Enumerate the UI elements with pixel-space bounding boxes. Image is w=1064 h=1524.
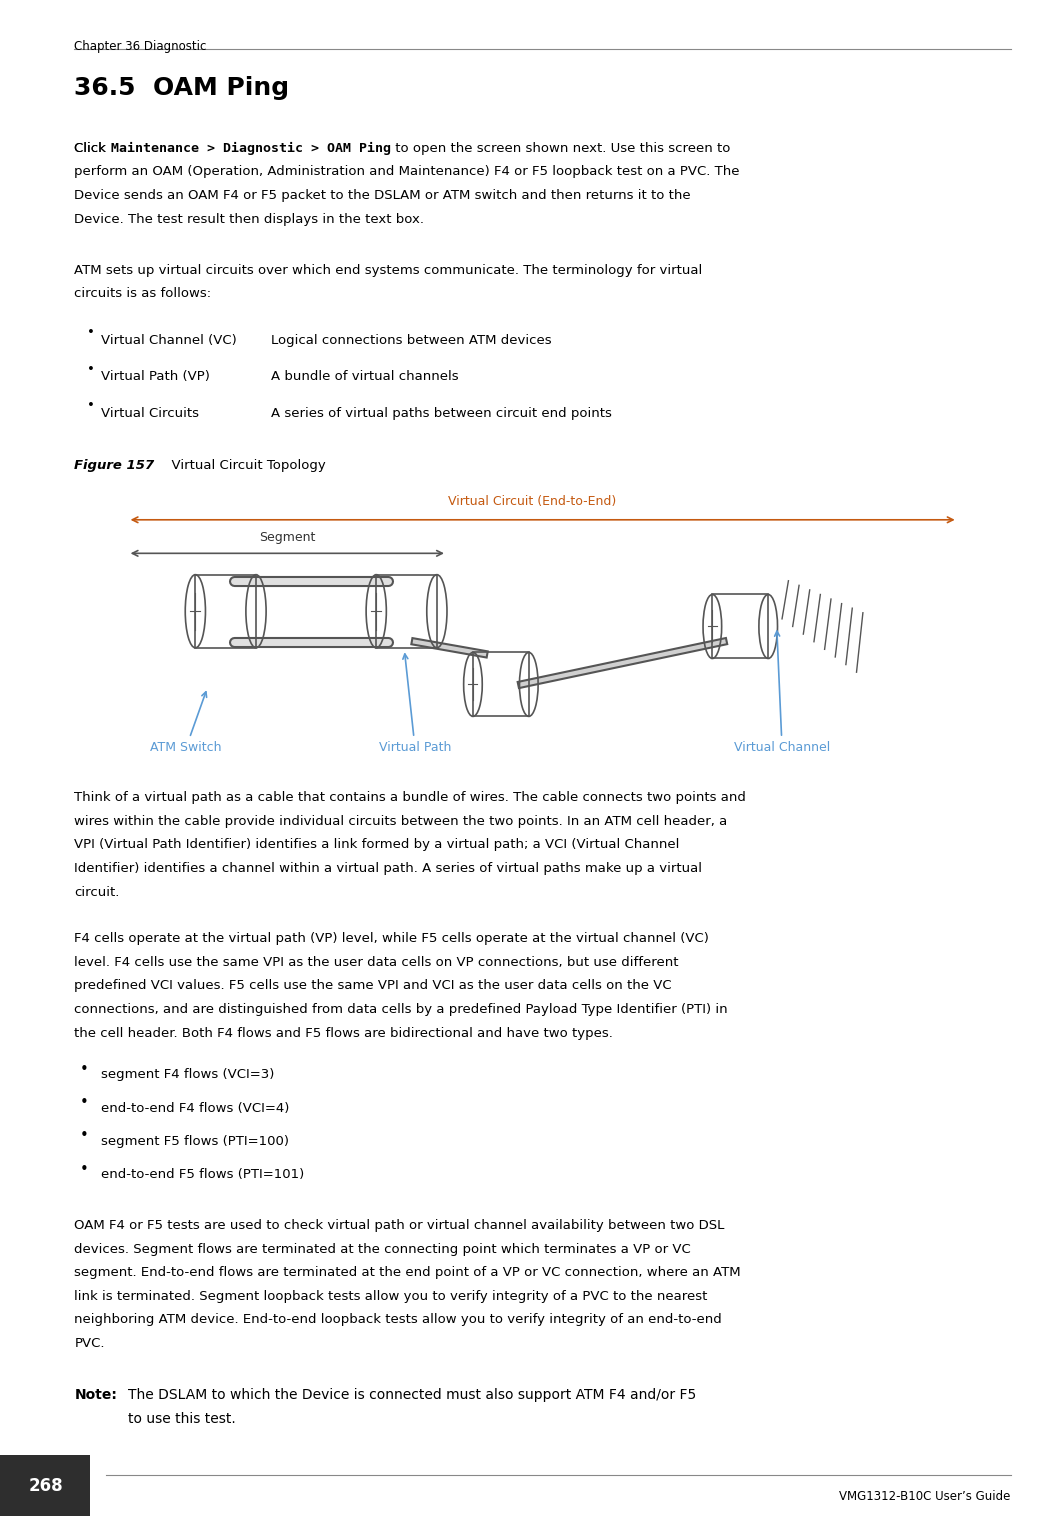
Text: segment. End-to-end flows are terminated at the end point of a VP or VC connecti: segment. End-to-end flows are terminated… [74, 1266, 742, 1279]
Text: Think of a virtual path as a cable that contains a bundle of wires. The cable co: Think of a virtual path as a cable that … [74, 791, 746, 805]
Text: F4 cells operate at the virtual path (VP) level, while F5 cells operate at the v: F4 cells operate at the virtual path (VP… [74, 933, 710, 945]
Text: Click: Click [74, 142, 111, 155]
Text: segment F5 flows (PTI=100): segment F5 flows (PTI=100) [101, 1134, 289, 1148]
Text: segment F4 flows (VCI=3): segment F4 flows (VCI=3) [101, 1068, 275, 1082]
Text: PVC.: PVC. [74, 1337, 105, 1350]
Text: Maintenance > Diagnostic > OAM Ping: Maintenance > Diagnostic > OAM Ping [111, 142, 390, 155]
Text: perform an OAM (Operation, Administration and Maintenance) F4 or F5 loopback tes: perform an OAM (Operation, Administratio… [74, 166, 739, 178]
Text: devices. Segment flows are terminated at the connecting point which terminates a: devices. Segment flows are terminated at… [74, 1242, 692, 1256]
Text: 36.5  OAM Ping: 36.5 OAM Ping [74, 76, 289, 101]
Text: Virtual Circuits: Virtual Circuits [101, 407, 199, 421]
Text: Segment: Segment [260, 532, 315, 544]
Text: level. F4 cells use the same VPI as the user data cells on VP connections, but u: level. F4 cells use the same VPI as the … [74, 956, 679, 969]
Text: Note:: Note: [74, 1388, 117, 1402]
Text: A series of virtual paths between circuit end points: A series of virtual paths between circui… [271, 407, 612, 421]
Text: •: • [80, 1161, 88, 1177]
Text: end-to-end F4 flows (VCI=4): end-to-end F4 flows (VCI=4) [101, 1102, 289, 1114]
Text: to open the screen shown next. Use this screen to: to open the screen shown next. Use this … [390, 142, 730, 155]
Text: Identifier) identifies a channel within a virtual path. A series of virtual path: Identifier) identifies a channel within … [74, 863, 702, 875]
Text: the cell header. Both F4 flows and F5 flows are bidirectional and have two types: the cell header. Both F4 flows and F5 fl… [74, 1027, 613, 1039]
Text: circuits is as follows:: circuits is as follows: [74, 288, 212, 300]
Text: Virtual Channel: Virtual Channel [734, 631, 830, 754]
Text: Virtual Path (VP): Virtual Path (VP) [101, 370, 210, 384]
Text: VPI (Virtual Path Identifier) identifies a link formed by a virtual path; a VCI : VPI (Virtual Path Identifier) identifies… [74, 838, 680, 852]
Text: ATM sets up virtual circuits over which end systems communicate. The terminology: ATM sets up virtual circuits over which … [74, 264, 702, 277]
Text: Virtual Channel (VC): Virtual Channel (VC) [101, 334, 237, 347]
Text: Logical connections between ATM devices: Logical connections between ATM devices [271, 334, 552, 347]
Text: end-to-end F5 flows (PTI=101): end-to-end F5 flows (PTI=101) [101, 1167, 304, 1181]
Text: A bundle of virtual channels: A bundle of virtual channels [271, 370, 459, 384]
Text: •: • [87, 326, 95, 340]
Text: Virtual Path: Virtual Path [379, 654, 451, 754]
FancyBboxPatch shape [0, 1455, 90, 1516]
Text: •: • [80, 1062, 88, 1077]
Text: to use this test.: to use this test. [128, 1411, 235, 1426]
Text: neighboring ATM device. End-to-end loopback tests allow you to verify integrity : neighboring ATM device. End-to-end loopb… [74, 1314, 722, 1326]
Text: link is terminated. Segment loopback tests allow you to verify integrity of a PV: link is terminated. Segment loopback tes… [74, 1289, 708, 1303]
Text: 268: 268 [29, 1477, 63, 1495]
Text: •: • [80, 1096, 88, 1111]
Text: OAM F4 or F5 tests are used to check virtual path or virtual channel availabilit: OAM F4 or F5 tests are used to check vir… [74, 1219, 725, 1231]
Text: VMG1312-B10C User’s Guide: VMG1312-B10C User’s Guide [839, 1490, 1011, 1503]
Text: Virtual Circuit (End-to-End): Virtual Circuit (End-to-End) [448, 495, 616, 507]
Text: Device. The test result then displays in the text box.: Device. The test result then displays in… [74, 213, 425, 226]
Text: predefined VCI values. F5 cells use the same VPI and VCI as the user data cells : predefined VCI values. F5 cells use the … [74, 980, 672, 992]
Text: connections, and are distinguished from data cells by a predefined Payload Type : connections, and are distinguished from … [74, 1003, 728, 1017]
Text: Device sends an OAM F4 or F5 packet to the DSLAM or ATM switch and then returns : Device sends an OAM F4 or F5 packet to t… [74, 189, 692, 203]
Text: Click: Click [74, 142, 111, 155]
Text: wires within the cable provide individual circuits between the two points. In an: wires within the cable provide individua… [74, 815, 728, 828]
Text: The DSLAM to which the Device is connected must also support ATM F4 and/or F5: The DSLAM to which the Device is connect… [128, 1388, 696, 1402]
Text: Virtual Circuit Topology: Virtual Circuit Topology [163, 459, 326, 472]
Text: Figure 157: Figure 157 [74, 459, 154, 472]
Text: ATM Switch: ATM Switch [150, 692, 222, 754]
Text: Chapter 36 Diagnostic: Chapter 36 Diagnostic [74, 40, 206, 53]
Text: •: • [80, 1128, 88, 1143]
Text: •: • [87, 363, 95, 376]
Text: •: • [87, 399, 95, 413]
Text: circuit.: circuit. [74, 885, 120, 899]
